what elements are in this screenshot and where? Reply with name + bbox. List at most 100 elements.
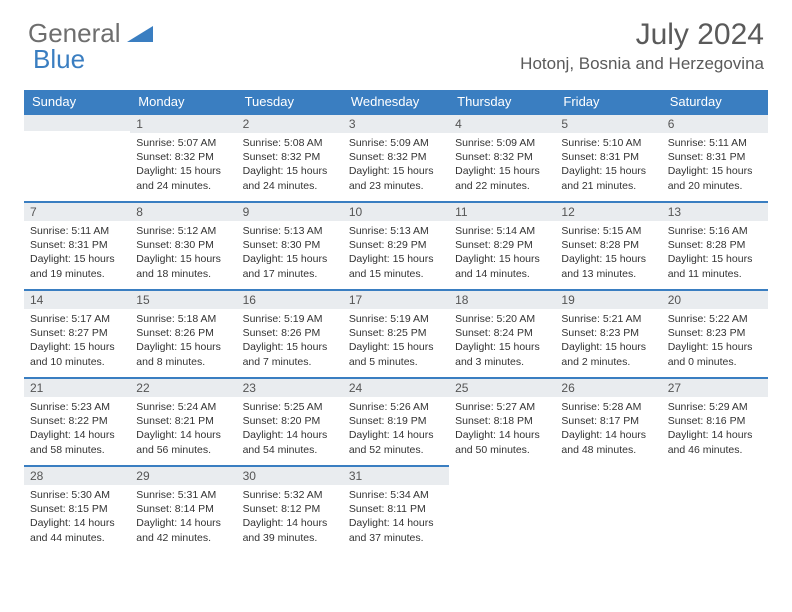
calendar-week-row: 21Sunrise: 5:23 AMSunset: 8:22 PMDayligh…: [24, 377, 768, 465]
day-number: 8: [130, 201, 236, 221]
calendar-cell: 25Sunrise: 5:27 AMSunset: 8:18 PMDayligh…: [449, 377, 555, 465]
day-number: 24: [343, 377, 449, 397]
logo-triangle-icon: [127, 24, 153, 47]
day-details: Sunrise: 5:29 AMSunset: 8:16 PMDaylight:…: [662, 397, 768, 461]
day-details: Sunrise: 5:11 AMSunset: 8:31 PMDaylight:…: [24, 221, 130, 285]
weekday-header: Sunday: [24, 90, 130, 113]
day-number: 7: [24, 201, 130, 221]
day-details: Sunrise: 5:07 AMSunset: 8:32 PMDaylight:…: [130, 133, 236, 197]
day-number: 5: [555, 113, 661, 133]
day-details: Sunrise: 5:22 AMSunset: 8:23 PMDaylight:…: [662, 309, 768, 373]
day-number: 3: [343, 113, 449, 133]
calendar-cell: 31Sunrise: 5:34 AMSunset: 8:11 PMDayligh…: [343, 465, 449, 553]
day-details: Sunrise: 5:30 AMSunset: 8:15 PMDaylight:…: [24, 485, 130, 549]
calendar-cell: [555, 465, 661, 553]
day-details: Sunrise: 5:13 AMSunset: 8:30 PMDaylight:…: [237, 221, 343, 285]
day-details: Sunrise: 5:09 AMSunset: 8:32 PMDaylight:…: [343, 133, 449, 197]
weekday-header: Saturday: [662, 90, 768, 113]
calendar-cell: [24, 113, 130, 201]
day-number: 11: [449, 201, 555, 221]
calendar-cell: 8Sunrise: 5:12 AMSunset: 8:30 PMDaylight…: [130, 201, 236, 289]
day-number: 14: [24, 289, 130, 309]
weekday-header: Friday: [555, 90, 661, 113]
calendar-cell: 21Sunrise: 5:23 AMSunset: 8:22 PMDayligh…: [24, 377, 130, 465]
weekday-header: Tuesday: [237, 90, 343, 113]
day-number: 19: [555, 289, 661, 309]
calendar-cell: 20Sunrise: 5:22 AMSunset: 8:23 PMDayligh…: [662, 289, 768, 377]
day-details: Sunrise: 5:08 AMSunset: 8:32 PMDaylight:…: [237, 133, 343, 197]
day-details: Sunrise: 5:27 AMSunset: 8:18 PMDaylight:…: [449, 397, 555, 461]
calendar-cell: 14Sunrise: 5:17 AMSunset: 8:27 PMDayligh…: [24, 289, 130, 377]
calendar-cell: 5Sunrise: 5:10 AMSunset: 8:31 PMDaylight…: [555, 113, 661, 201]
day-number: 15: [130, 289, 236, 309]
day-number: 25: [449, 377, 555, 397]
calendar-cell: 2Sunrise: 5:08 AMSunset: 8:32 PMDaylight…: [237, 113, 343, 201]
calendar-cell: 29Sunrise: 5:31 AMSunset: 8:14 PMDayligh…: [130, 465, 236, 553]
calendar-cell: 19Sunrise: 5:21 AMSunset: 8:23 PMDayligh…: [555, 289, 661, 377]
day-number: 4: [449, 113, 555, 133]
calendar-cell: 3Sunrise: 5:09 AMSunset: 8:32 PMDaylight…: [343, 113, 449, 201]
calendar-cell: 17Sunrise: 5:19 AMSunset: 8:25 PMDayligh…: [343, 289, 449, 377]
day-details: Sunrise: 5:19 AMSunset: 8:25 PMDaylight:…: [343, 309, 449, 373]
calendar-week-row: 1Sunrise: 5:07 AMSunset: 8:32 PMDaylight…: [24, 113, 768, 201]
calendar-cell: 26Sunrise: 5:28 AMSunset: 8:17 PMDayligh…: [555, 377, 661, 465]
day-number: 29: [130, 465, 236, 485]
day-details: Sunrise: 5:14 AMSunset: 8:29 PMDaylight:…: [449, 221, 555, 285]
day-number: 23: [237, 377, 343, 397]
month-title: July 2024: [520, 18, 764, 52]
logo-text-blue-wrap: Blue: [33, 44, 85, 75]
day-details: Sunrise: 5:25 AMSunset: 8:20 PMDaylight:…: [237, 397, 343, 461]
day-details: Sunrise: 5:15 AMSunset: 8:28 PMDaylight:…: [555, 221, 661, 285]
day-details: Sunrise: 5:17 AMSunset: 8:27 PMDaylight:…: [24, 309, 130, 373]
calendar-cell: 6Sunrise: 5:11 AMSunset: 8:31 PMDaylight…: [662, 113, 768, 201]
day-details: Sunrise: 5:12 AMSunset: 8:30 PMDaylight:…: [130, 221, 236, 285]
day-number: 30: [237, 465, 343, 485]
day-number: 16: [237, 289, 343, 309]
day-details: Sunrise: 5:10 AMSunset: 8:31 PMDaylight:…: [555, 133, 661, 197]
day-number: 17: [343, 289, 449, 309]
day-details: Sunrise: 5:18 AMSunset: 8:26 PMDaylight:…: [130, 309, 236, 373]
day-details: Sunrise: 5:20 AMSunset: 8:24 PMDaylight:…: [449, 309, 555, 373]
calendar-header-row: SundayMondayTuesdayWednesdayThursdayFrid…: [24, 90, 768, 113]
weekday-header: Thursday: [449, 90, 555, 113]
day-details: Sunrise: 5:24 AMSunset: 8:21 PMDaylight:…: [130, 397, 236, 461]
day-number: 26: [555, 377, 661, 397]
day-details: Sunrise: 5:21 AMSunset: 8:23 PMDaylight:…: [555, 309, 661, 373]
calendar-cell: 9Sunrise: 5:13 AMSunset: 8:30 PMDaylight…: [237, 201, 343, 289]
calendar-cell: 22Sunrise: 5:24 AMSunset: 8:21 PMDayligh…: [130, 377, 236, 465]
day-number: 12: [555, 201, 661, 221]
calendar-table: SundayMondayTuesdayWednesdayThursdayFrid…: [24, 90, 768, 553]
day-details: Sunrise: 5:11 AMSunset: 8:31 PMDaylight:…: [662, 133, 768, 197]
day-details: Sunrise: 5:09 AMSunset: 8:32 PMDaylight:…: [449, 133, 555, 197]
day-number: 20: [662, 289, 768, 309]
weekday-header: Monday: [130, 90, 236, 113]
header: General July 2024 Hotonj, Bosnia and Her…: [0, 0, 792, 82]
calendar-cell: 27Sunrise: 5:29 AMSunset: 8:16 PMDayligh…: [662, 377, 768, 465]
day-details: Sunrise: 5:13 AMSunset: 8:29 PMDaylight:…: [343, 221, 449, 285]
empty-day-header: [24, 113, 130, 131]
day-details: Sunrise: 5:26 AMSunset: 8:19 PMDaylight:…: [343, 397, 449, 461]
day-number: 21: [24, 377, 130, 397]
calendar-cell: 1Sunrise: 5:07 AMSunset: 8:32 PMDaylight…: [130, 113, 236, 201]
calendar-cell: 4Sunrise: 5:09 AMSunset: 8:32 PMDaylight…: [449, 113, 555, 201]
calendar-cell: [662, 465, 768, 553]
calendar-cell: [449, 465, 555, 553]
calendar-cell: 12Sunrise: 5:15 AMSunset: 8:28 PMDayligh…: [555, 201, 661, 289]
calendar-body: 1Sunrise: 5:07 AMSunset: 8:32 PMDaylight…: [24, 113, 768, 553]
calendar-cell: 18Sunrise: 5:20 AMSunset: 8:24 PMDayligh…: [449, 289, 555, 377]
day-details: Sunrise: 5:28 AMSunset: 8:17 PMDaylight:…: [555, 397, 661, 461]
calendar-cell: 10Sunrise: 5:13 AMSunset: 8:29 PMDayligh…: [343, 201, 449, 289]
calendar-week-row: 7Sunrise: 5:11 AMSunset: 8:31 PMDaylight…: [24, 201, 768, 289]
day-number: 31: [343, 465, 449, 485]
day-number: 1: [130, 113, 236, 133]
calendar-cell: 13Sunrise: 5:16 AMSunset: 8:28 PMDayligh…: [662, 201, 768, 289]
location-label: Hotonj, Bosnia and Herzegovina: [520, 54, 764, 74]
calendar-cell: 7Sunrise: 5:11 AMSunset: 8:31 PMDaylight…: [24, 201, 130, 289]
calendar-cell: 28Sunrise: 5:30 AMSunset: 8:15 PMDayligh…: [24, 465, 130, 553]
calendar-cell: 16Sunrise: 5:19 AMSunset: 8:26 PMDayligh…: [237, 289, 343, 377]
day-number: 18: [449, 289, 555, 309]
calendar-week-row: 14Sunrise: 5:17 AMSunset: 8:27 PMDayligh…: [24, 289, 768, 377]
calendar-cell: 24Sunrise: 5:26 AMSunset: 8:19 PMDayligh…: [343, 377, 449, 465]
title-block: July 2024 Hotonj, Bosnia and Herzegovina: [520, 18, 764, 74]
day-number: 9: [237, 201, 343, 221]
